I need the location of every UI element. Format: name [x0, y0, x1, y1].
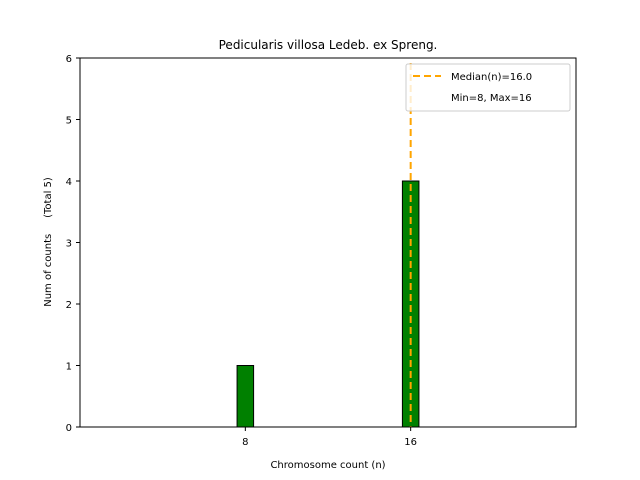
- bar-8: [236, 365, 255, 428]
- y-axis-label: Num of counts (Total 5): [43, 177, 54, 307]
- y-tick-label-6: 6: [66, 54, 72, 65]
- legend-minmax-label: Min=8, Max=16: [451, 93, 532, 104]
- chart-title: Pedicularis villosa Ledeb. ex Spreng.: [219, 38, 438, 52]
- x-tick-label-8: 8: [242, 437, 248, 448]
- y-tick-label-4: 4: [66, 177, 72, 188]
- y-tick-label-5: 5: [66, 116, 72, 127]
- legend-box: [405, 63, 571, 112]
- x-axis-label: Chromosome count (n): [270, 460, 385, 471]
- y-tick-label-2: 2: [66, 300, 72, 311]
- legend: Median(n)=16.0 Min=8, Max=16: [405, 63, 571, 112]
- legend-median-label: Median(n)=16.0: [451, 72, 532, 83]
- y-tick-label-0: 0: [66, 423, 72, 434]
- y-tick-label-1: 1: [66, 362, 72, 373]
- y-tick-label-3: 3: [66, 239, 72, 250]
- plot-area: 0 1 2 3 4 5 6 8 16: [66, 54, 577, 448]
- x-tick-label-16: 16: [404, 437, 417, 448]
